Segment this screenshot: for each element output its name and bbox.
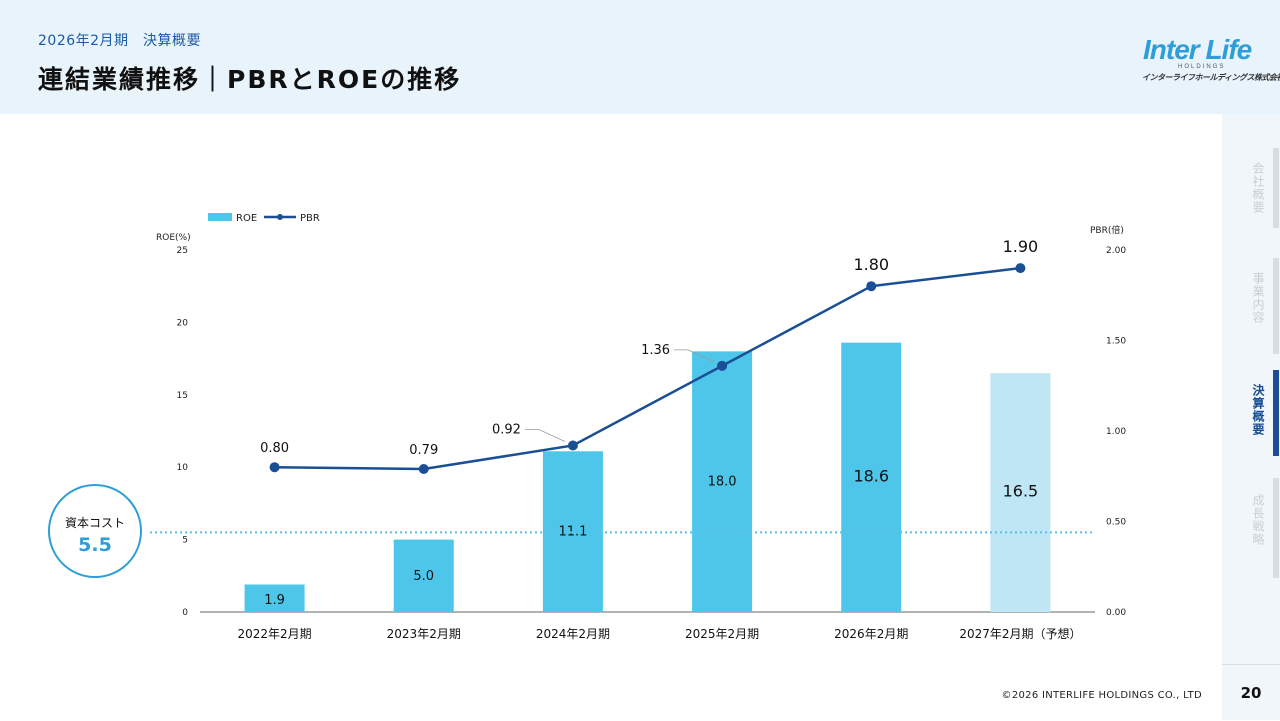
pbr-marker (1015, 263, 1026, 274)
company-logo: Inter Life HOLDINGS インターライフホールディングス株式会社 (1140, 34, 1280, 86)
pbr-data-label: 1.36 (641, 343, 670, 358)
cost-of-capital-label: 資本コスト (64, 516, 125, 530)
left-tick-label: 25 (177, 246, 188, 256)
sidebar-item-growth[interactable]: 成長戦略 (1251, 494, 1265, 546)
sidebar-bar-business (1273, 258, 1279, 354)
roe-data-label: 1.9 (264, 593, 285, 608)
cost-of-capital-badge: 資本コスト 5.5 (48, 484, 142, 578)
category-label: 2024年2月期 (536, 627, 610, 641)
pbr-leader-line (524, 429, 566, 442)
category-label: 2026年2月期 (834, 627, 908, 641)
legend-pbr-marker (277, 214, 283, 220)
page-title: 連結業績推移｜PBRとROEの推移 (38, 65, 462, 94)
page-number: 20 (1222, 664, 1280, 721)
cost-of-capital-value: 5.5 (78, 534, 112, 556)
roe-data-label: 5.0 (413, 569, 434, 584)
logo-wordmark: Inter Life (1143, 34, 1252, 65)
sidebar-bar-company (1273, 148, 1279, 228)
right-tick-label: 0.50 (1106, 518, 1126, 528)
left-axis-title: ROE(%) (156, 233, 191, 243)
pbr-marker (866, 281, 877, 292)
roe-data-label: 16.5 (1003, 482, 1039, 501)
right-tick-label: 2.00 (1106, 246, 1126, 256)
right-tick-label: 0.00 (1106, 608, 1126, 618)
section-sidebar: 会社概要 事業内容 決算概要 成長戦略 (1222, 114, 1280, 720)
left-tick-label: 10 (177, 463, 189, 473)
legend-roe-swatch (208, 213, 232, 221)
pbr-marker (269, 462, 280, 473)
pbr-data-label: 1.90 (1003, 237, 1039, 256)
left-tick-label: 5 (182, 536, 188, 546)
roe-bar (841, 342, 902, 612)
category-label: 2023年2月期 (387, 627, 461, 641)
pbr-data-label: 0.92 (492, 422, 521, 437)
category-label: 2027年2月期（予想） (959, 626, 1081, 641)
left-tick-label: 20 (177, 318, 189, 328)
left-tick-label: 0 (182, 608, 188, 618)
right-tick-label: 1.00 (1106, 427, 1126, 437)
pbr-marker (567, 440, 578, 451)
pbr-line (274, 266, 1021, 471)
left-tick-label: 15 (177, 391, 188, 401)
logo-holdings: HOLDINGS (1178, 64, 1226, 70)
category-label: 2022年2月期 (237, 627, 311, 641)
roe-data-label: 18.0 (708, 475, 737, 490)
sidebar-item-company[interactable]: 会社概要 (1251, 162, 1265, 214)
section-subtitle: 2026年2月期 決算概要 (38, 33, 202, 49)
copyright: ©2026 INTERLIFE HOLDINGS CO., LTD (1001, 690, 1202, 701)
logo-kana: インターライフホールディングス株式会社 (1142, 73, 1280, 82)
sidebar-bar-results (1273, 370, 1279, 456)
roe-bar (692, 351, 753, 612)
legend-roe-label: ROE (236, 213, 257, 224)
roe-bar (542, 451, 603, 612)
pbr-data-label: 1.80 (853, 255, 889, 274)
sidebar-bar-growth (1273, 478, 1279, 578)
roe-bar (393, 539, 454, 612)
roe-data-label: 11.1 (558, 525, 587, 540)
roe-bar (990, 373, 1051, 612)
sidebar-item-business[interactable]: 事業内容 (1251, 272, 1265, 324)
pbr-marker (418, 464, 429, 475)
right-axis-title: PBR(倍) (1090, 224, 1124, 236)
header-band: 2026年2月期 決算概要 連結業績推移｜PBRとROEの推移 Inter Li… (0, 0, 1280, 114)
legend-pbr-label: PBR (300, 213, 320, 224)
right-tick-label: 1.50 (1106, 337, 1126, 347)
roe-data-label: 18.6 (853, 466, 889, 485)
pbr-data-label: 0.79 (409, 443, 438, 458)
roe-pbr-chart: ROE(%) PBR(倍) 0 5 10 15 20 25 0.00 0.50 1.00 1.50 2.… (150, 213, 1126, 641)
pbr-leader-line (674, 349, 715, 363)
sidebar-item-results[interactable]: 決算概要 (1251, 384, 1265, 436)
category-label: 2025年2月期 (685, 627, 759, 641)
pbr-data-label: 0.80 (260, 441, 289, 456)
pbr-marker (717, 360, 728, 371)
roe-bar (244, 584, 305, 612)
